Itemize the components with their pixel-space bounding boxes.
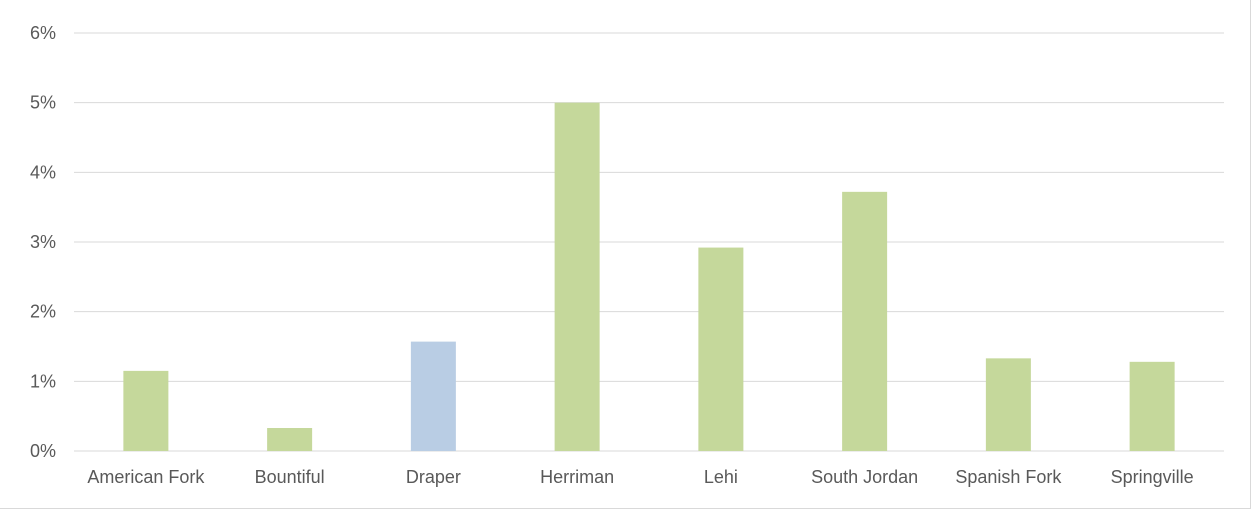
bar [1129, 361, 1175, 451]
x-tick-label: Draper [406, 467, 461, 487]
bar [842, 191, 888, 451]
x-tick-label: Springville [1111, 467, 1194, 487]
gridlines [74, 32, 1224, 452]
x-tick-label: Herriman [540, 467, 614, 487]
y-tick-label: 3% [30, 232, 56, 252]
x-tick-label: Bountiful [255, 467, 325, 487]
x-tick-label: Spanish Fork [955, 467, 1062, 487]
x-tick-label: Lehi [704, 467, 738, 487]
x-tick-label: American Fork [87, 467, 205, 487]
y-axis-tick-labels: 0% 1% 2% 3% 4% 5% 6% [30, 23, 56, 461]
x-axis-tick-labels: American Fork Bountiful Draper Herriman Lehi… [87, 467, 1193, 487]
x-tick-label: South Jordan [811, 467, 918, 487]
bar [698, 247, 744, 451]
y-tick-label: 6% [30, 23, 56, 43]
y-tick-label: 5% [30, 93, 56, 113]
y-tick-label: 4% [30, 162, 56, 182]
bar [123, 370, 169, 451]
bar [267, 428, 313, 451]
bar [410, 341, 456, 451]
y-tick-label: 1% [30, 371, 56, 391]
y-tick-label: 0% [30, 441, 56, 461]
bar [985, 358, 1031, 451]
y-tick-label: 2% [30, 302, 56, 322]
bar [554, 102, 600, 452]
bars [123, 102, 1175, 452]
